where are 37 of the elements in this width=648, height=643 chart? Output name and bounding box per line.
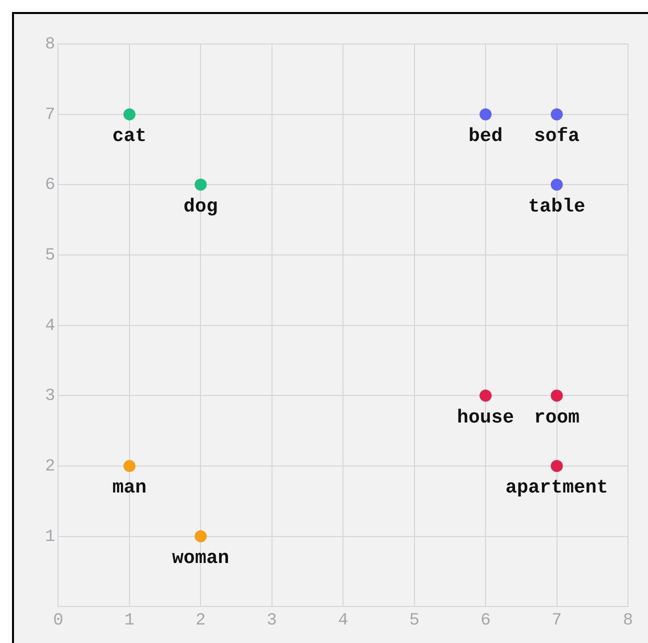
x-tick-label: 5 (409, 611, 420, 630)
x-tick-label: 8 (622, 611, 634, 630)
point (550, 390, 563, 402)
x-tick-label: 4 (338, 611, 348, 630)
y-tick-label: 6 (45, 176, 56, 196)
annotation: cat (112, 125, 147, 148)
x-tick-label: 7 (552, 611, 562, 630)
annotation: dog (184, 195, 218, 218)
annotation: table (528, 195, 586, 218)
y-tick-label: 7 (45, 106, 56, 125)
y-tick-label: 8 (45, 36, 56, 54)
point (550, 460, 563, 472)
annotation: bed (468, 125, 503, 148)
y-tick-label: 1 (45, 528, 56, 547)
x-tick-label: 1 (124, 611, 135, 630)
point (550, 108, 563, 120)
x-tick-label: 3 (266, 611, 277, 630)
annotation: man (112, 476, 147, 499)
x-tick-label: 6 (480, 611, 491, 630)
annotation: sofa (534, 125, 580, 148)
annotation: woman (172, 547, 230, 570)
annotation: house (457, 406, 514, 428)
annotation: apartment (505, 476, 608, 499)
point (480, 390, 492, 402)
point (123, 108, 136, 120)
point (480, 108, 492, 120)
point (194, 530, 207, 542)
y-tick-label: 5 (45, 246, 56, 266)
point (123, 460, 136, 472)
y-tick-label: 3 (45, 387, 56, 406)
x-tick-label: 2 (196, 611, 206, 630)
annotation: room (534, 406, 580, 428)
x-tick-label: 0 (53, 611, 64, 630)
point (194, 178, 207, 191)
y-tick-label: 2 (45, 457, 56, 476)
point (550, 178, 563, 191)
y-tick-label: 4 (45, 316, 56, 336)
